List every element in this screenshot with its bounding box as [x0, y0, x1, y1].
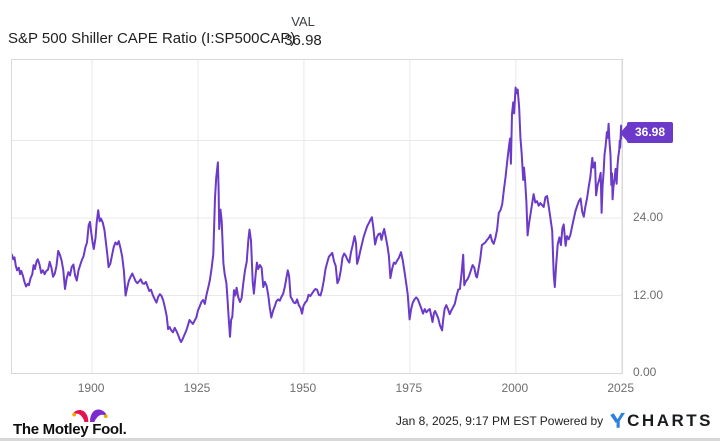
bottom-edge-divider	[0, 438, 720, 441]
last-value-badge-text: 36.98	[635, 125, 666, 139]
val-column-header: VAL	[291, 14, 315, 29]
x-tick-label-2000: 2000	[501, 381, 529, 395]
x-tick-label-2025: 2025	[607, 381, 635, 395]
plot-area	[11, 59, 623, 374]
y-tick-label-0: 0.00	[633, 365, 657, 379]
value-column: VAL 36.98	[281, 14, 325, 49]
y-axis-labels: 0.00 12.00 24.00	[633, 0, 693, 441]
cape-line-series	[12, 86, 622, 343]
y-tick-label-24: 24.00	[633, 210, 664, 224]
x-tick-label-1950: 1950	[289, 381, 317, 395]
ycharts-wordmark: CHARTS	[627, 411, 713, 430]
motley-fool-logo: The Motley Fool.	[13, 407, 143, 438]
chart-title: S&P 500 Shiller CAPE Ratio (I:SP500CAP)	[8, 30, 296, 47]
last-value-badge: 36.98	[627, 122, 674, 143]
ycharts-logo: CHARTS	[609, 412, 713, 429]
timestamp-powered-by: Jan 8, 2025, 9:17 PM EST Powered by	[395, 413, 604, 428]
x-axis-labels: 1900 1925 1950 1975 2000 2025	[11, 381, 634, 397]
val-current-value: 36.98	[284, 32, 322, 49]
jester-hat-icon	[72, 409, 108, 422]
cape-ratio-line-chart	[12, 60, 622, 373]
x-tick-label-1975: 1975	[395, 381, 423, 395]
motley-fool-wordmark: The Motley Fool.	[13, 421, 127, 438]
x-tick-label-1925: 1925	[183, 381, 211, 395]
ycharts-y-icon	[610, 412, 626, 428]
footer-attribution: Jan 8, 2025, 9:17 PM EST Powered by CHAR…	[396, 412, 713, 429]
x-tick-label-1900: 1900	[77, 381, 105, 395]
y-tick-label-12: 12.00	[633, 287, 664, 302]
